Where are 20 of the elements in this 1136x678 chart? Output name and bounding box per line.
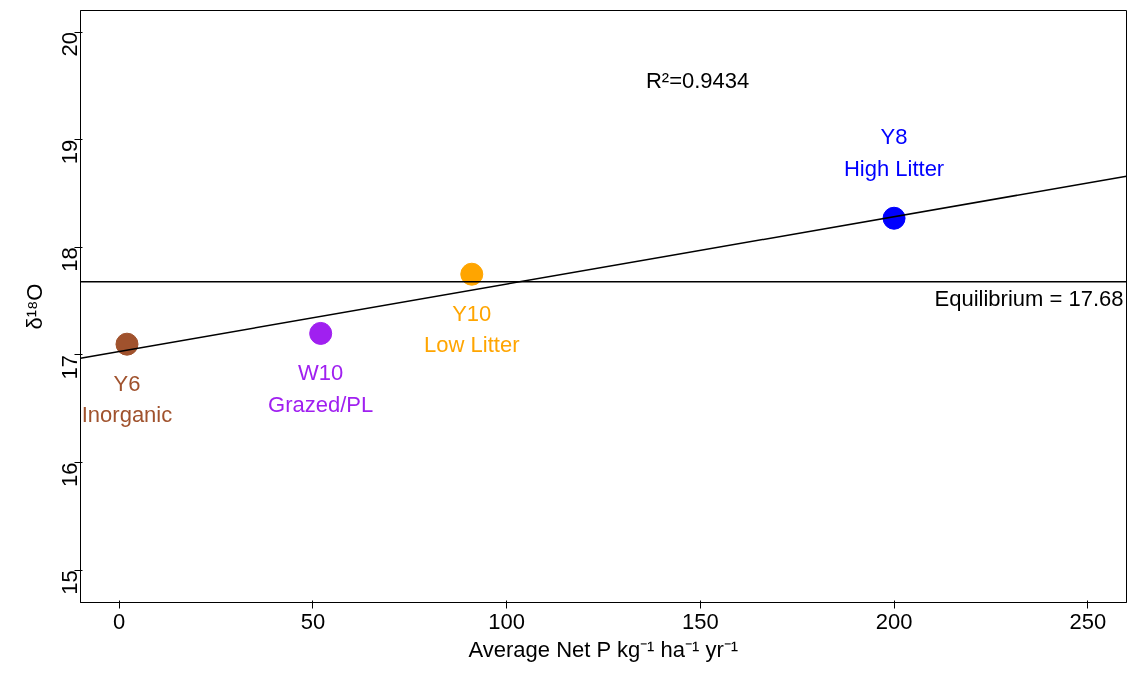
x-tick-label: 0: [113, 608, 126, 634]
text: W10 Grazed/PL: [268, 360, 374, 417]
x-tick-label: 100: [488, 608, 526, 634]
y-tick-label: 20: [57, 32, 82, 57]
ref-line-label: Equilibrium = 17.68: [934, 285, 1124, 311]
x-tick-label: 50: [300, 608, 326, 634]
y-tick-label: 17: [57, 354, 82, 380]
y-tick-label: 19: [57, 139, 82, 165]
series-label: Y6 Inorganic: [81, 371, 173, 428]
x-tick-label: 200: [875, 608, 913, 634]
y-tick-label: 18: [57, 247, 82, 272]
x-axis-title: Average Net P kg⁻¹ ha⁻¹ yr⁻¹: [468, 636, 739, 662]
text: Y8 High Litter: [843, 124, 945, 181]
y-tick-label: 15: [57, 570, 82, 595]
series-label: Y10 Low Litter: [424, 301, 520, 358]
annotation: R²=0.9434: [645, 68, 750, 94]
x-tick-label: 250: [1069, 608, 1107, 634]
y-tick-label: 16: [57, 462, 82, 488]
y-axis-title: δ¹⁸O: [21, 283, 47, 330]
x-tick-label: 150: [682, 608, 719, 634]
